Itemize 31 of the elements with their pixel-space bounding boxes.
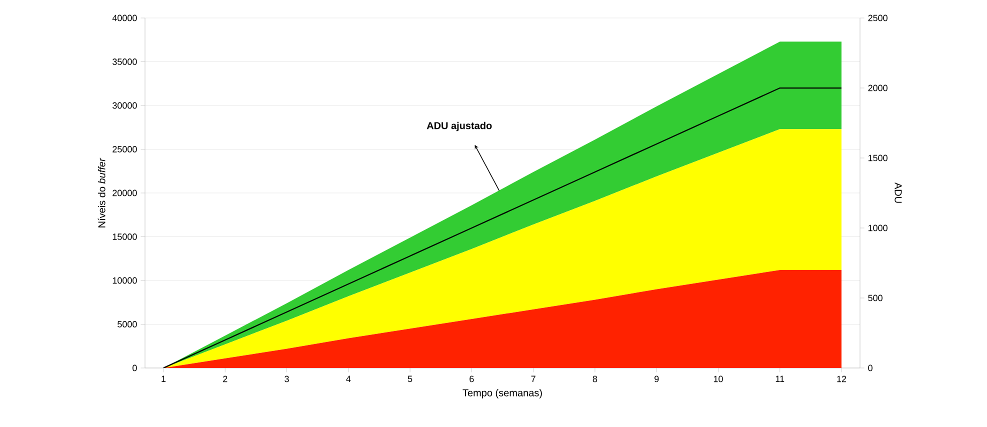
annotation: ADU ajustado bbox=[426, 122, 492, 132]
x-axis-title: Tempo (semanas) bbox=[462, 389, 542, 398]
y-tick-label: 25000 bbox=[112, 146, 137, 152]
x-tick-label: 6 bbox=[470, 376, 474, 382]
y-tick-label: 40000 bbox=[112, 14, 137, 22]
y-tick-label: 15000 bbox=[112, 234, 137, 240]
y-tick-label: 20000 bbox=[112, 190, 137, 196]
y2-tick-label: 500 bbox=[868, 294, 882, 302]
y-axis-title: Níveis do buffer bbox=[98, 158, 106, 228]
x-tick-label: 1 bbox=[162, 376, 166, 382]
x-tick-label: 9 bbox=[654, 376, 659, 382]
x-tick-label: 8 bbox=[592, 376, 598, 382]
y-tick-label: 5000 bbox=[118, 321, 137, 328]
y-tick-label: 30000 bbox=[112, 102, 137, 109]
y2-tick-label: 1500 bbox=[868, 154, 888, 162]
y2-tick-label: 2000 bbox=[868, 84, 888, 92]
y2-tick-label: 1000 bbox=[868, 224, 888, 232]
x-tick-label: 5 bbox=[408, 376, 412, 382]
x-tick-label: 2 bbox=[223, 376, 228, 382]
x-tick-label: 3 bbox=[284, 376, 289, 382]
x-tick-label: 4 bbox=[346, 376, 351, 382]
y-tick-label: 35000 bbox=[112, 58, 137, 65]
x-tick-label: 12 bbox=[837, 376, 846, 382]
y2-axis-title: ADU bbox=[894, 182, 902, 203]
x-tick-label: 7 bbox=[531, 376, 536, 382]
y2-tick-label: 0 bbox=[868, 364, 872, 372]
y2-tick-label: 2500 bbox=[868, 14, 888, 22]
y-tick-label: 0 bbox=[132, 364, 137, 372]
x-tick-label: 10 bbox=[714, 376, 723, 382]
x-tick-label: 11 bbox=[776, 376, 784, 382]
y-tick-label: 10000 bbox=[112, 277, 137, 284]
